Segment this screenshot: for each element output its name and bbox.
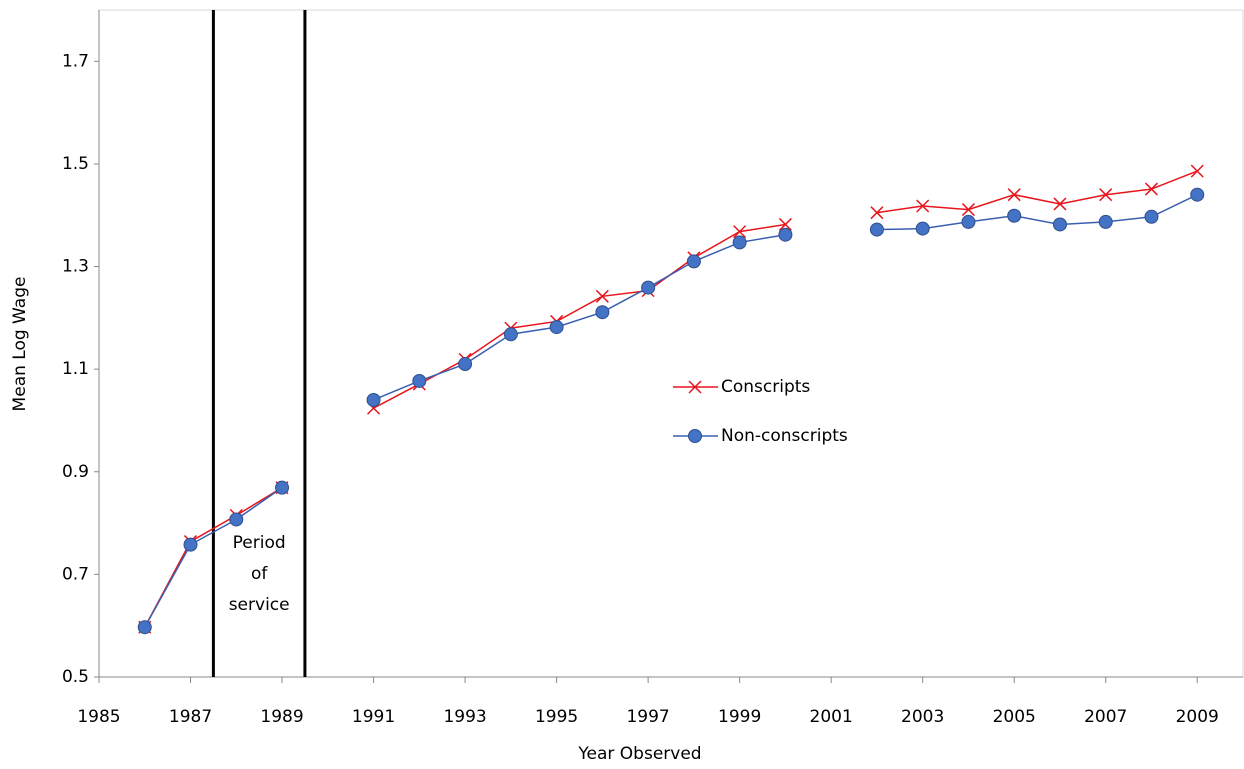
- legend-marker: [688, 380, 702, 394]
- data-point: [1190, 164, 1204, 178]
- x-tick-label: 1987: [169, 707, 212, 727]
- data-point: [503, 327, 518, 342]
- y-tick-label: 1.3: [62, 257, 89, 277]
- y-tick-label: 1.5: [62, 154, 89, 174]
- data-point: [1099, 188, 1113, 202]
- data-point: [275, 480, 290, 495]
- x-tick-label: 2003: [901, 707, 944, 727]
- legend-label: Non-conscripts: [721, 426, 848, 446]
- y-tick-label: 0.7: [62, 564, 89, 584]
- data-point: [1190, 187, 1205, 202]
- data-point: [778, 217, 792, 231]
- x-tick-label: 2005: [993, 707, 1036, 727]
- data-point: [916, 199, 930, 213]
- data-point: [1053, 197, 1067, 211]
- data-point: [1007, 188, 1021, 202]
- data-point: [869, 222, 884, 237]
- data-point: [595, 305, 610, 320]
- data-point: [1052, 217, 1067, 232]
- data-point: [183, 537, 198, 552]
- data-point: [732, 235, 747, 250]
- data-point: [641, 280, 656, 295]
- data-point: [1144, 182, 1159, 196]
- x-tick-label: 1989: [260, 707, 303, 727]
- x-tick-label: 1995: [535, 707, 578, 727]
- data-point: [1144, 209, 1159, 224]
- legend-label: Conscripts: [721, 377, 810, 397]
- data-point: [870, 206, 884, 220]
- data-point: [686, 254, 701, 269]
- y-tick-label: 1.1: [62, 359, 89, 379]
- y-tick-label: 0.5: [62, 667, 89, 687]
- series-line: [144, 194, 1198, 628]
- data-point: [1007, 208, 1022, 223]
- data-point: [549, 320, 564, 335]
- x-tick-label: 1993: [443, 707, 486, 727]
- data-point: [366, 392, 381, 407]
- data-point: [961, 214, 976, 229]
- data-point: [412, 373, 427, 388]
- data-point: [458, 357, 473, 372]
- series-line: [144, 170, 1198, 628]
- x-tick-label: 2009: [1176, 707, 1219, 727]
- data-point: [229, 512, 244, 527]
- annotation: of: [251, 564, 268, 584]
- annotation: service: [229, 595, 290, 615]
- x-tick-label: 1985: [77, 707, 120, 727]
- data-point: [961, 203, 975, 217]
- x-axis-title: Year Observed: [577, 744, 701, 764]
- data-point: [137, 620, 152, 635]
- data-point: [733, 225, 747, 239]
- legend-marker: [688, 429, 702, 443]
- x-tick-label: 2001: [810, 707, 853, 727]
- x-tick-label: 1997: [626, 707, 669, 727]
- plot-area: [98, 9, 1244, 678]
- data-point: [1098, 214, 1113, 229]
- x-tick-label: 2007: [1084, 707, 1127, 727]
- y-tick-label: 0.9: [62, 462, 89, 482]
- y-tick-label: 1.7: [62, 51, 89, 71]
- x-tick-label: 1999: [718, 707, 761, 727]
- data-point: [778, 227, 793, 242]
- data-point: [915, 221, 930, 236]
- annotation: Period: [233, 533, 286, 553]
- y-axis-title: Mean Log Wage: [10, 277, 30, 412]
- data-point: [595, 289, 609, 303]
- x-tick-label: 1991: [352, 707, 395, 727]
